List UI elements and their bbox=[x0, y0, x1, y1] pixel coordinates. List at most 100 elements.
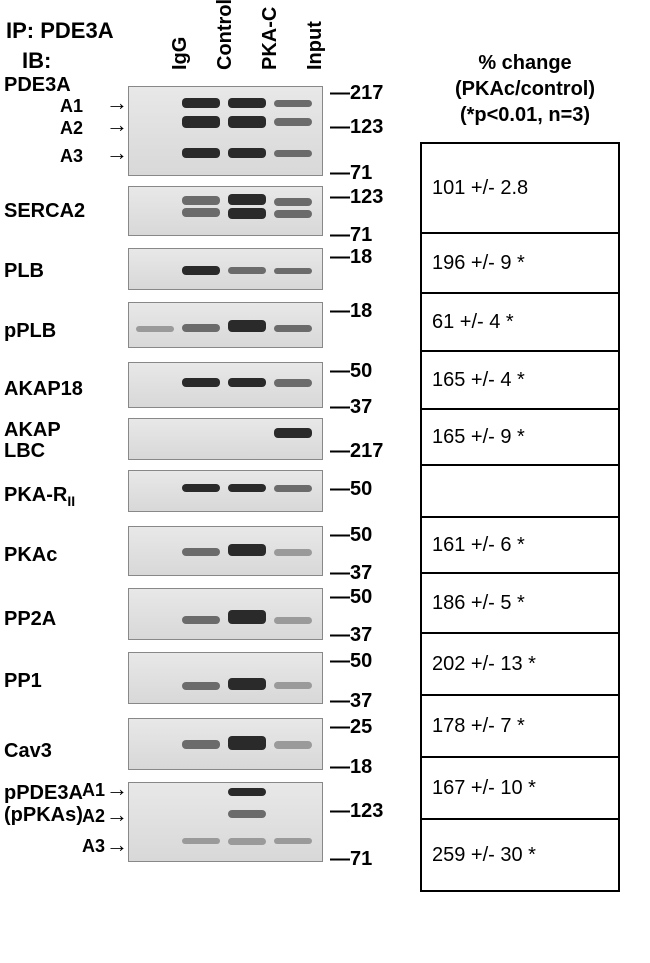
ip-label: IP: PDE3A bbox=[6, 18, 114, 44]
band bbox=[274, 210, 312, 218]
table-cell: 61 +/- 4 * bbox=[421, 293, 619, 351]
band bbox=[182, 116, 220, 128]
arrow-icon: → bbox=[106, 144, 128, 162]
row-label: Cav3 bbox=[4, 740, 52, 763]
mw-marker: —123 bbox=[330, 186, 383, 209]
sublabel: A1 bbox=[60, 96, 83, 117]
band bbox=[274, 617, 312, 624]
mw-marker: —37 bbox=[330, 690, 372, 713]
row-label: SERCA2 bbox=[4, 200, 85, 223]
band bbox=[228, 267, 266, 274]
blot-panel bbox=[128, 588, 323, 640]
table-cell: 101 +/- 2.8 bbox=[421, 143, 619, 233]
arrow-icon: → bbox=[106, 806, 128, 824]
sublabel: A1 bbox=[82, 780, 105, 801]
band bbox=[228, 678, 266, 690]
band bbox=[228, 116, 266, 128]
band bbox=[182, 208, 220, 217]
mw-marker: —18 bbox=[330, 300, 372, 323]
band bbox=[274, 150, 312, 157]
percent-change-table: 101 +/- 2.8196 +/- 9 *61 +/- 4 * 165 +/- … bbox=[420, 142, 620, 892]
table-header: % change(PKAc/control)(*p<0.01, n=3) bbox=[420, 50, 630, 128]
band bbox=[228, 484, 266, 492]
band bbox=[228, 610, 266, 624]
table-cell: 196 +/- 9 * bbox=[421, 233, 619, 293]
mw-marker: —50 bbox=[330, 524, 372, 547]
mw-marker: —123 bbox=[330, 116, 383, 139]
band bbox=[274, 485, 312, 492]
sublabel: A3 bbox=[82, 836, 105, 857]
band bbox=[228, 148, 266, 158]
band bbox=[182, 324, 220, 332]
band bbox=[182, 98, 220, 108]
mw-marker: —50 bbox=[330, 360, 372, 383]
row-label: AKAP18 bbox=[4, 378, 83, 401]
band bbox=[274, 741, 312, 749]
band bbox=[228, 810, 266, 818]
band bbox=[228, 208, 266, 219]
arrow-icon: → bbox=[106, 836, 128, 854]
lane-label-pka-c: PKA-C bbox=[259, 7, 282, 70]
table-cell: 202 +/- 13 * bbox=[421, 633, 619, 695]
mw-marker: —50 bbox=[330, 586, 372, 609]
band bbox=[182, 616, 220, 624]
table-cell bbox=[421, 465, 619, 517]
band bbox=[182, 484, 220, 492]
table-cell: 165 +/- 9 * bbox=[421, 409, 619, 465]
band bbox=[274, 549, 312, 556]
band bbox=[228, 838, 266, 845]
band bbox=[274, 198, 312, 206]
row-label: AKAPLBC bbox=[4, 420, 61, 462]
band bbox=[228, 378, 266, 387]
band bbox=[274, 268, 312, 274]
band bbox=[182, 838, 220, 844]
mw-marker: —37 bbox=[330, 562, 372, 585]
row-label: PKAc bbox=[4, 544, 57, 567]
mw-marker: —217 bbox=[330, 440, 383, 463]
band bbox=[274, 100, 312, 107]
ib-label: IB: bbox=[22, 48, 51, 74]
band bbox=[274, 379, 312, 387]
band bbox=[274, 325, 312, 332]
band bbox=[228, 544, 266, 556]
mw-marker: —50 bbox=[330, 478, 372, 501]
band bbox=[182, 196, 220, 205]
band bbox=[182, 266, 220, 275]
mw-marker: —25 bbox=[330, 716, 372, 739]
band bbox=[228, 788, 266, 796]
row-label: PP2A bbox=[4, 608, 56, 631]
table-cell: 167 +/- 10 * bbox=[421, 757, 619, 819]
row-label: PKA-RII bbox=[4, 484, 75, 509]
band bbox=[182, 378, 220, 387]
band bbox=[228, 98, 266, 108]
band bbox=[228, 736, 266, 750]
table-header-line1: % change(PKAc/control)(*p<0.01, n=3) bbox=[455, 52, 595, 126]
table-cell: 178 +/- 7 * bbox=[421, 695, 619, 757]
mw-marker: —123 bbox=[330, 800, 383, 823]
band bbox=[228, 320, 266, 332]
band bbox=[182, 682, 220, 690]
mw-marker: —71 bbox=[330, 848, 372, 871]
mw-marker: —18 bbox=[330, 246, 372, 269]
mw-marker: —37 bbox=[330, 396, 372, 419]
mw-marker: —71 bbox=[330, 224, 372, 247]
band bbox=[274, 118, 312, 126]
table-cell: 259 +/- 30 * bbox=[421, 819, 619, 891]
row-label: PP1 bbox=[4, 670, 42, 693]
arrow-icon: → bbox=[106, 116, 128, 134]
band bbox=[182, 148, 220, 158]
arrow-icon: → bbox=[106, 94, 128, 112]
mw-marker: —37 bbox=[330, 624, 372, 647]
band bbox=[228, 194, 266, 205]
sublabel: A2 bbox=[60, 118, 83, 139]
band bbox=[136, 326, 174, 332]
blot-panel bbox=[128, 652, 323, 704]
mw-marker: —217 bbox=[330, 82, 383, 105]
mw-marker: —50 bbox=[330, 650, 372, 673]
row-label: pPLB bbox=[4, 320, 56, 343]
arrow-icon: → bbox=[106, 780, 128, 798]
table-cell: 186 +/- 5 * bbox=[421, 573, 619, 633]
row-label: pPDE3A bbox=[4, 782, 83, 805]
blot-panel bbox=[128, 418, 323, 460]
band bbox=[274, 682, 312, 689]
